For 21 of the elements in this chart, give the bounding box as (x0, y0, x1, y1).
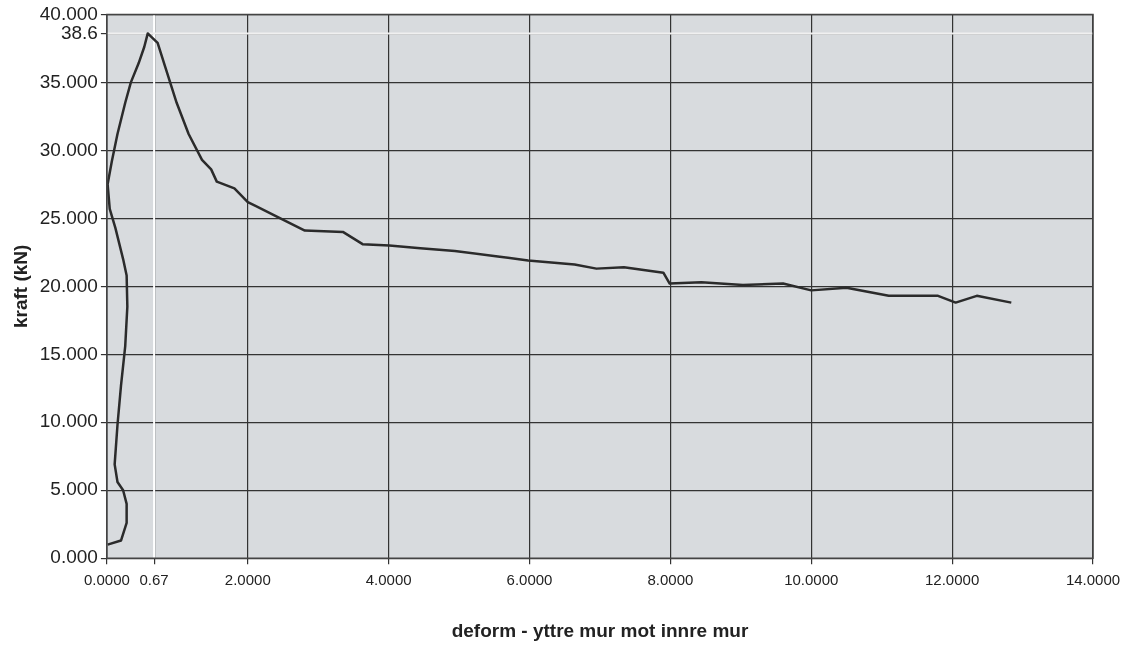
y-tick-label: 15.000 (39, 342, 98, 364)
y-tick-label: 0.000 (50, 546, 98, 568)
y-tick-label: 20.000 (39, 274, 98, 296)
y-tick-label: 10.000 (39, 410, 98, 432)
x-tick-label: 0.67 (139, 571, 169, 589)
x-tick-label: 12.0000 (925, 571, 980, 589)
y-axis-title: kraft (kN) (9, 244, 31, 328)
x-tick-label: 6.0000 (506, 571, 553, 589)
y-tick-label: 30.000 (39, 138, 98, 160)
y-tick-label: 35.000 (39, 70, 98, 92)
x-axis-title: deform - yttre mur mot innre mur (451, 619, 749, 641)
y-tick-label: 38.6 (60, 21, 98, 43)
x-tick-label: 10.0000 (784, 571, 839, 589)
x-tick-label: 14.0000 (1065, 571, 1121, 589)
x-tick-label: 4.0000 (365, 571, 412, 589)
y-tick-label: 25.000 (39, 206, 98, 228)
y-tick-label: 5.000 (50, 478, 98, 500)
x-tick-label: 0.0000 (83, 571, 130, 589)
y-tick-label: 40.000 (39, 2, 98, 24)
x-tick-label: 8.0000 (647, 571, 694, 589)
x-tick-label: 2.0000 (224, 571, 271, 589)
